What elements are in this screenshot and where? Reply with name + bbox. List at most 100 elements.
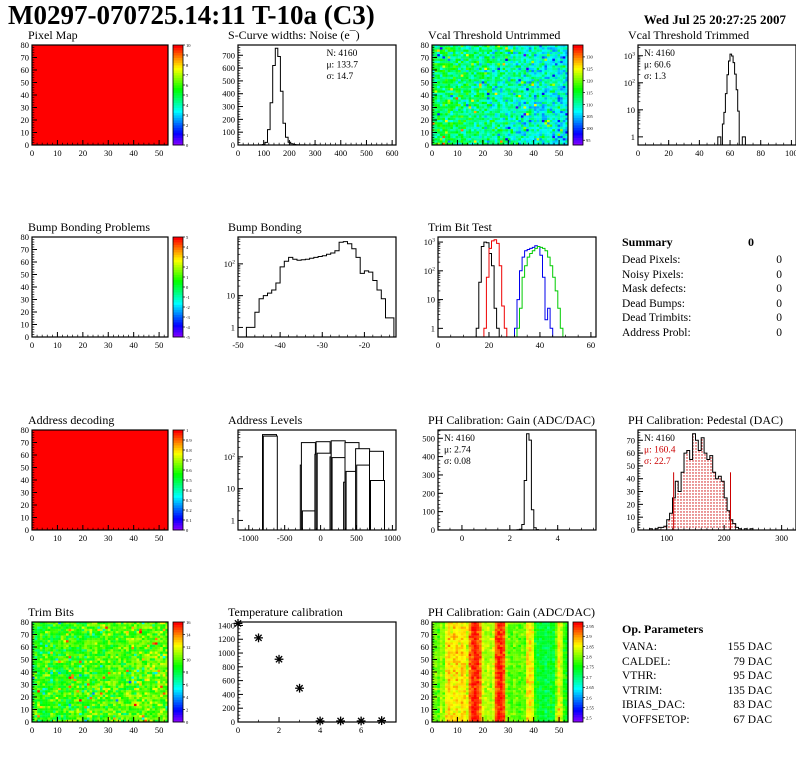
addr-levels-canvas: -1000 -500 0 500 1000 1 10 102 bbox=[224, 429, 401, 543]
svg-text:60: 60 bbox=[21, 257, 30, 267]
plot-title: Bump Bonding Problems bbox=[28, 220, 151, 234]
svg-text:1: 1 bbox=[231, 515, 235, 525]
svg-text:30: 30 bbox=[627, 487, 636, 497]
svg-text:110: 110 bbox=[586, 102, 593, 107]
plot-title: Temperature calibration bbox=[228, 605, 343, 619]
op-param-value: 155 DAC bbox=[727, 641, 772, 653]
plot-trim-bits: Trim Bits 0 10 20 30 40 50 0 10 20 30 40 50 60 70 80 16… bbox=[8, 605, 204, 750]
svg-text:50: 50 bbox=[555, 148, 564, 158]
svg-text:105: 105 bbox=[586, 114, 594, 119]
svg-text:103: 103 bbox=[424, 237, 436, 247]
svg-text:10: 10 bbox=[21, 513, 30, 523]
svg-text:60: 60 bbox=[21, 65, 30, 75]
op-param-value: 135 DAC bbox=[727, 684, 772, 697]
svg-text:8: 8 bbox=[186, 63, 189, 68]
svg-text:300: 300 bbox=[222, 102, 235, 112]
svg-text:80: 80 bbox=[756, 148, 765, 158]
scurve-noise-canvas: 0 100 200 300 400 500 600 0 100 200 300 400 500 600 70… bbox=[222, 44, 399, 158]
svg-text:4: 4 bbox=[186, 103, 189, 108]
plot-title: S-Curve widths: Noise (e¯) bbox=[228, 28, 360, 42]
plot-title: Address Levels bbox=[228, 413, 303, 427]
svg-text:50: 50 bbox=[155, 340, 164, 350]
svg-text:1: 1 bbox=[631, 132, 635, 142]
svg-text:7: 7 bbox=[186, 73, 189, 78]
svg-text:10: 10 bbox=[227, 291, 236, 301]
op-params-block: Op. Parameters VANA: 155 DAC CALDEL: 79 DA… bbox=[622, 622, 772, 727]
svg-text:50: 50 bbox=[155, 533, 164, 543]
svg-text:115: 115 bbox=[586, 90, 593, 95]
trimbit-test-canvas: 0 20 40 60 1 10 102 103 bbox=[424, 236, 597, 350]
svg-text:0: 0 bbox=[631, 525, 635, 535]
svg-text:50: 50 bbox=[21, 270, 30, 280]
svg-text:40: 40 bbox=[21, 282, 30, 292]
plot-title: PH Calibration: Gain (ADC/DAC) bbox=[428, 413, 595, 427]
svg-text:-4: -4 bbox=[186, 325, 190, 330]
summary-row: Mask defects: 0 bbox=[622, 282, 782, 297]
svg-text:μ: 2.74: μ: 2.74 bbox=[444, 446, 471, 456]
svg-text:100: 100 bbox=[222, 127, 235, 137]
svg-text:10: 10 bbox=[53, 148, 62, 158]
page-title: M0297-070725.14:11 T-10a (C3) bbox=[8, 0, 375, 30]
svg-text:6: 6 bbox=[186, 83, 189, 88]
op-param-row: VTRIM: 135 DAC bbox=[622, 684, 772, 699]
ph-gain-hist-canvas: 0 2 4 0 100 200 300 400 500 N: 4160 μ: 2.74σ: 0.08 bbox=[422, 429, 597, 543]
summary-value: 0 bbox=[776, 268, 782, 281]
summary-label: Address Probl: bbox=[622, 326, 691, 339]
svg-text:0: 0 bbox=[436, 340, 440, 350]
svg-text:400: 400 bbox=[334, 148, 347, 158]
svg-text:3: 3 bbox=[186, 113, 189, 118]
op-param-value: 67 DAC bbox=[733, 713, 772, 726]
plot-title: Vcal Threshold Untrimmed bbox=[428, 28, 561, 42]
svg-text:60: 60 bbox=[21, 450, 30, 460]
svg-text:0: 0 bbox=[186, 143, 189, 148]
op-params-title: Op. Parameters bbox=[622, 622, 704, 636]
svg-text:70: 70 bbox=[421, 53, 430, 63]
svg-text:200: 200 bbox=[222, 114, 235, 124]
svg-text:0: 0 bbox=[460, 533, 464, 543]
svg-text:200: 200 bbox=[283, 148, 296, 158]
svg-text:30: 30 bbox=[421, 103, 430, 113]
svg-text:125: 125 bbox=[586, 67, 594, 72]
svg-text:0: 0 bbox=[431, 525, 435, 535]
svg-text:500: 500 bbox=[222, 76, 235, 86]
svg-text:1: 1 bbox=[186, 133, 188, 138]
svg-text:0: 0 bbox=[30, 340, 34, 350]
svg-text:20: 20 bbox=[664, 148, 673, 158]
timestamp: Wed Jul 25 20:27:25 2007 bbox=[643, 12, 786, 27]
svg-text:0: 0 bbox=[30, 533, 34, 543]
svg-text:1: 1 bbox=[231, 322, 235, 332]
svg-text:9: 9 bbox=[186, 53, 189, 58]
svg-text:60: 60 bbox=[421, 65, 430, 75]
svg-text:600: 600 bbox=[222, 63, 235, 73]
svg-text:-5: -5 bbox=[186, 335, 190, 340]
svg-text:N: 4160: N: 4160 bbox=[644, 434, 675, 444]
svg-text:50: 50 bbox=[21, 463, 30, 473]
svg-text:100: 100 bbox=[660, 533, 673, 543]
svg-text:2: 2 bbox=[186, 265, 188, 270]
plot-trimbit-test: Trim Bit Test 0 20 40 60 1 10 102 103 bbox=[408, 220, 604, 365]
summary-total: 0 bbox=[748, 235, 754, 249]
svg-text:700: 700 bbox=[222, 50, 235, 60]
svg-text:20: 20 bbox=[421, 115, 430, 125]
ph-pedestal-canvas: 100 200 300 0 10 20 30 40 50 60 70 N: 4160 μ: 160.4σ… bbox=[627, 429, 796, 543]
plot-vcal-trimmed: Vcal Threshold Trimmed 0 20 40 60 80 100 1 10 10… bbox=[608, 28, 796, 173]
svg-text:20: 20 bbox=[627, 499, 636, 509]
svg-text:100: 100 bbox=[586, 126, 594, 131]
svg-text:30: 30 bbox=[21, 488, 30, 498]
plot-addr-levels: Address Levels -1000 -500 0 500 1000 1 10 102 bbox=[208, 413, 404, 558]
svg-text:500: 500 bbox=[422, 433, 435, 443]
svg-text:N: 4160: N: 4160 bbox=[444, 434, 475, 444]
svg-text:100: 100 bbox=[257, 148, 270, 158]
summary-value: 0 bbox=[776, 254, 782, 266]
svg-text:20: 20 bbox=[79, 148, 88, 158]
svg-text:0: 0 bbox=[318, 533, 322, 543]
svg-text:80: 80 bbox=[21, 232, 30, 242]
op-param-label: VTHR: bbox=[622, 670, 657, 682]
svg-text:40: 40 bbox=[421, 90, 430, 100]
op-param-row: VANA: 155 DAC bbox=[622, 640, 772, 655]
svg-text:μ: 133.7: μ: 133.7 bbox=[326, 61, 358, 71]
svg-text:0.4: 0.4 bbox=[186, 488, 192, 493]
svg-text:100: 100 bbox=[785, 148, 796, 158]
